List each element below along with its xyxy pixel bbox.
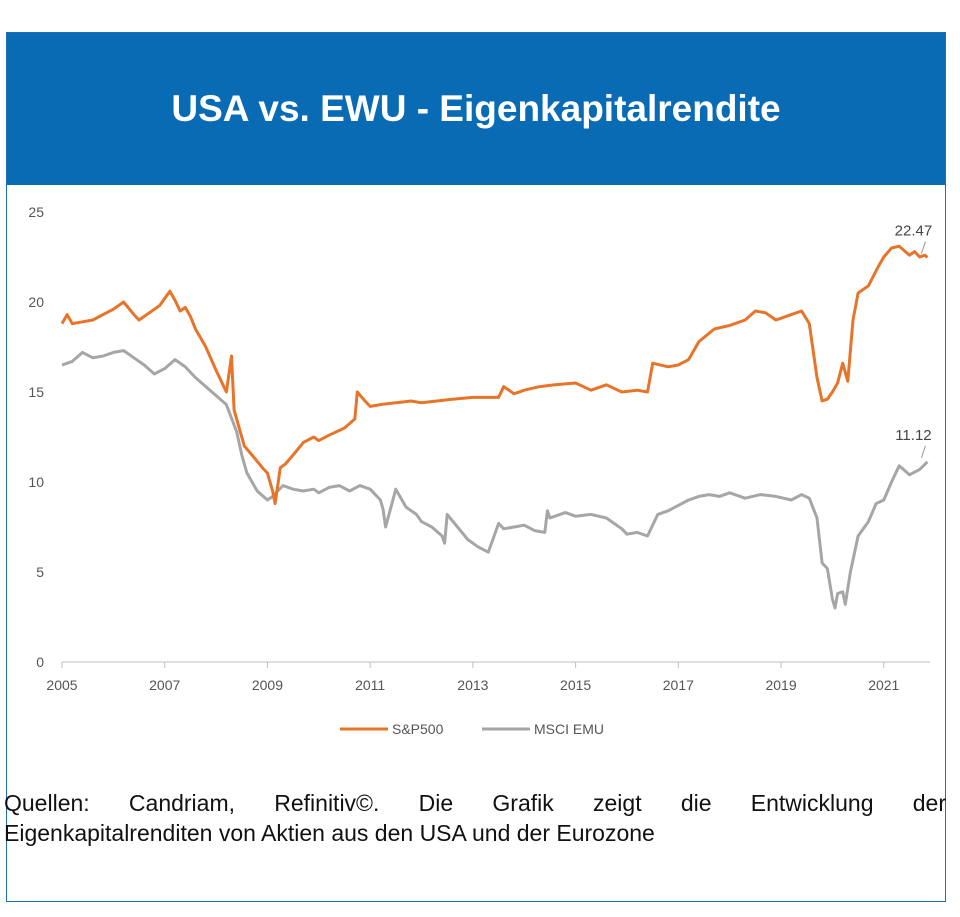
legend-label: S&P500 bbox=[392, 721, 444, 737]
chart-axes: 0 5 10 15 20 25 2005 2007 2009 2011 2013 2015 2017 20… bbox=[28, 204, 930, 693]
caption-line-2: Eigenkapitalrenditen von Aktien aus den … bbox=[4, 820, 655, 846]
x-tick-label: 2013 bbox=[457, 677, 488, 693]
series-line-msci-emu bbox=[61, 349, 929, 610]
y-tick-label: 15 bbox=[28, 384, 44, 400]
x-tick-label: 2009 bbox=[252, 677, 283, 693]
caption-line-1: Quellen: Candriam, Refinitiv©. Die Grafi… bbox=[4, 790, 946, 816]
x-tick-label: 2021 bbox=[868, 677, 899, 693]
title-banner: USA vs. EWU - Eigenkapitalrendite bbox=[7, 33, 945, 185]
chart-series bbox=[60, 244, 929, 610]
y-tick-label: 0 bbox=[36, 654, 44, 670]
x-tick-label: 2017 bbox=[663, 677, 694, 693]
x-tick-label: 2007 bbox=[149, 677, 180, 693]
x-tick-label: 2019 bbox=[765, 677, 796, 693]
y-tick-label: 10 bbox=[28, 474, 44, 490]
y-tick-label: 25 bbox=[28, 204, 44, 220]
x-tick-label: 2015 bbox=[560, 677, 591, 693]
source-caption: Quellen: Candriam, Refinitiv©. Die Grafi… bbox=[4, 788, 946, 848]
chart-frame: USA vs. EWU - Eigenkapitalrendite bbox=[6, 32, 946, 902]
y-tick-label: 20 bbox=[28, 294, 44, 310]
annotation-leader bbox=[920, 241, 926, 254]
annotation-leader bbox=[920, 445, 926, 458]
x-tick-label: 2011 bbox=[355, 677, 385, 693]
chart-title: USA vs. EWU - Eigenkapitalrendite bbox=[171, 88, 781, 129]
y-tick-label: 5 bbox=[36, 564, 44, 580]
x-tick-label: 2005 bbox=[46, 677, 77, 693]
end-value-label: 11.12 bbox=[895, 427, 931, 444]
legend-label: MSCI EMU bbox=[534, 721, 604, 737]
end-value-label: 22.47 bbox=[895, 223, 933, 240]
chart-annotations: 22.47 11.12 bbox=[895, 223, 933, 458]
series-line-sp500 bbox=[60, 244, 929, 506]
chart-legend: S&P500 MSCI EMU bbox=[340, 721, 604, 737]
